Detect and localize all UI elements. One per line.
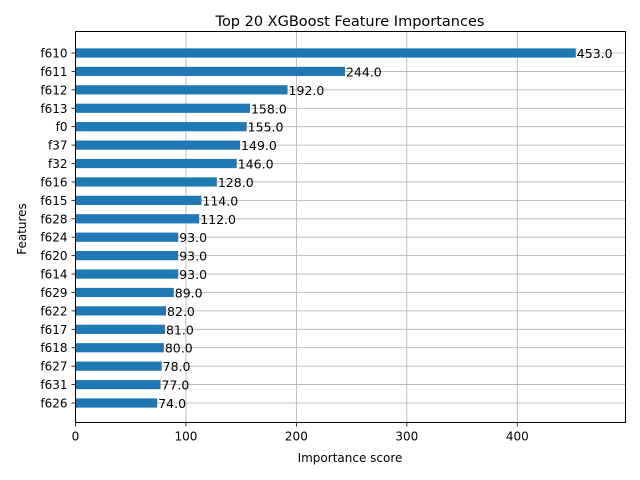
value-label-f610: 453.0: [577, 46, 613, 61]
x-tick-label: 400: [506, 430, 529, 444]
bar-f626: [75, 398, 158, 408]
bar-f631: [75, 379, 161, 390]
bar-f616: [75, 177, 217, 187]
value-label-f617: 81.0: [166, 322, 194, 337]
y-tick-label-f624: f624: [40, 231, 67, 245]
value-label-f616: 128.0: [218, 175, 254, 190]
bar-f614: [75, 269, 179, 279]
bar-f627: [75, 361, 162, 371]
bar-f611: [75, 66, 345, 77]
bar-f0: [75, 122, 247, 132]
y-axis-label: Features: [15, 203, 29, 255]
y-tick-label-f631: f631: [40, 378, 67, 392]
value-label-f631: 77.0: [162, 378, 190, 393]
x-tick-label: 0: [72, 430, 80, 444]
bar-f610: [75, 48, 576, 58]
bar-f620: [75, 251, 179, 261]
value-label-f626: 74.0: [158, 396, 186, 411]
value-label-f629: 89.0: [175, 285, 203, 300]
value-label-f627: 78.0: [163, 359, 191, 374]
bar-f618: [75, 343, 164, 353]
y-tick-label-f610: f610: [40, 47, 67, 61]
y-tick-label-f0: f0: [56, 120, 68, 134]
value-label-f618: 80.0: [165, 341, 193, 356]
value-label-f613: 158.0: [251, 101, 287, 116]
x-axis-label: Importance score: [298, 451, 403, 465]
y-tick-label-f617: f617: [40, 323, 67, 337]
y-tick-label-f616: f616: [40, 175, 67, 189]
y-tick-label-f628: f628: [40, 212, 67, 226]
value-label-f611: 244.0: [346, 64, 382, 79]
value-label-f612: 192.0: [289, 83, 325, 98]
bar-f615: [75, 195, 202, 205]
value-label-f614: 93.0: [179, 267, 207, 282]
bar-f629: [75, 287, 174, 298]
value-label-f37: 149.0: [241, 138, 277, 153]
value-label-f622: 82.0: [167, 304, 195, 319]
bar-f32: [75, 158, 237, 169]
y-tick-label-f612: f612: [40, 83, 67, 97]
bar-f622: [75, 306, 167, 316]
bar-f612: [75, 85, 288, 95]
y-tick-label-f620: f620: [40, 249, 67, 263]
bar-f617: [75, 324, 165, 334]
y-tick-label-f618: f618: [40, 341, 67, 355]
y-tick-label-f622: f622: [40, 304, 67, 318]
y-tick-label-f629: f629: [40, 286, 67, 300]
y-tick-label-f32: f32: [48, 157, 68, 171]
x-tick-label: 100: [174, 430, 197, 444]
value-label-f620: 93.0: [179, 249, 207, 264]
y-tick-label-f626: f626: [40, 397, 67, 411]
chart-title: Top 20 XGBoost Feature Importances: [215, 14, 485, 30]
bar-f628: [75, 214, 200, 224]
y-tick-label-f615: f615: [40, 194, 67, 208]
plot-frame: [75, 31, 626, 423]
value-label-f624: 93.0: [179, 230, 207, 245]
ticks: 0 100 200 300 400 f610 f611 f612 f613 f0 f37 f32 f61…: [40, 47, 528, 444]
y-tick-label-f37: f37: [48, 139, 68, 153]
bar-f37: [75, 140, 241, 150]
y-tick-label-f627: f627: [40, 360, 67, 374]
bar-f624: [75, 232, 179, 242]
value-label-f615: 114.0: [202, 193, 238, 208]
value-label-f0: 155.0: [248, 120, 284, 135]
bars: [75, 48, 576, 408]
value-label-f628: 112.0: [200, 212, 236, 227]
bar-f613: [75, 103, 250, 113]
x-tick-label: 300: [395, 430, 418, 444]
y-tick-label-f614: f614: [40, 268, 67, 282]
y-tick-label-f613: f613: [40, 102, 67, 116]
x-tick-label: 200: [285, 430, 308, 444]
y-tick-label-f611: f611: [40, 65, 67, 79]
value-label-f32: 146.0: [238, 157, 274, 172]
